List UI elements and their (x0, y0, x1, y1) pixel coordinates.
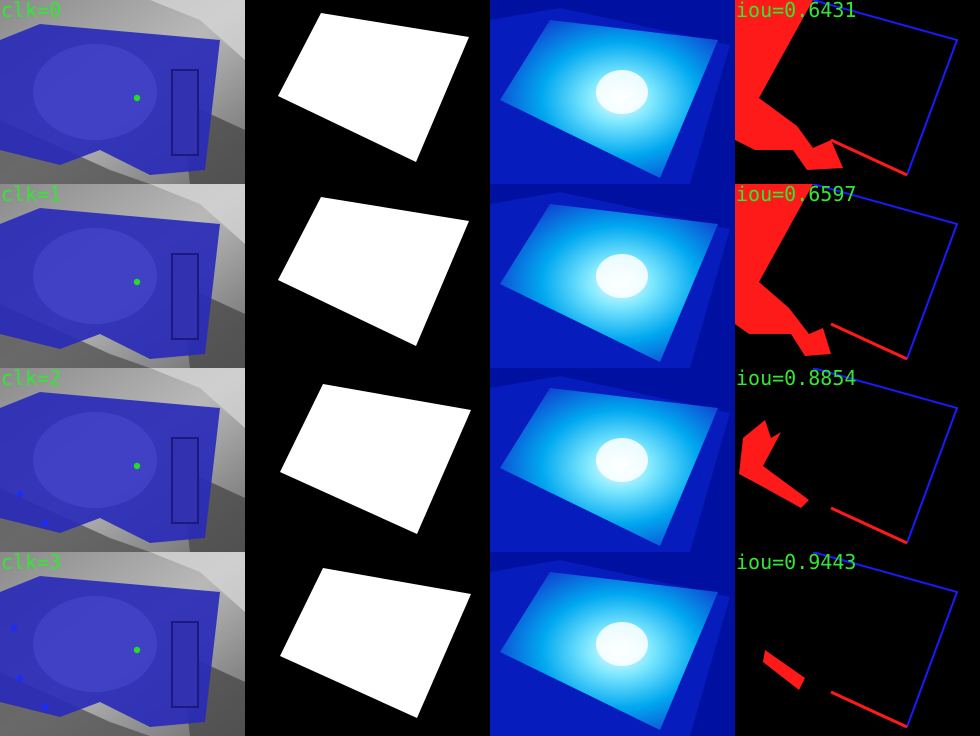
predicted-mask-image (278, 13, 469, 162)
positive-click-marker (133, 278, 141, 286)
predicted-mask-image (280, 568, 471, 718)
click-overlay-image (0, 0, 245, 184)
predicted-mask-image (280, 384, 471, 534)
probability-map-row-1 (490, 184, 735, 368)
probability-map-image (490, 368, 735, 552)
predicted-mask-row-3 (245, 552, 490, 736)
positive-click-marker (133, 94, 141, 102)
false-positive-edge (812, 0, 959, 176)
probability-map-image (490, 0, 735, 184)
probability-map-row-2 (490, 368, 735, 552)
positive-click-marker (133, 462, 141, 470)
negative-click-marker (17, 675, 23, 681)
error-map-row-3: iou=0.9443 (735, 552, 980, 736)
probability-map-image (490, 552, 735, 736)
error-map-image (735, 184, 980, 368)
click-overlay-row-1: clk=1 (0, 184, 245, 368)
false-positive-edge (812, 552, 959, 728)
negative-click-marker (42, 704, 48, 710)
error-map-row-0: iou=0.6431 (735, 0, 980, 184)
click-overlay-image (0, 368, 245, 552)
click-overlay-image (0, 184, 245, 368)
false-negative-region (739, 420, 809, 508)
iou-label: iou=0.6597 (736, 184, 857, 206)
negative-click-marker (11, 625, 17, 631)
click-overlay-row-0: clk=0 (0, 0, 245, 184)
iou-label: iou=0.9443 (736, 552, 857, 574)
click-overlay-image (0, 552, 245, 736)
error-map-image (735, 0, 980, 184)
false-negative-region (735, 0, 843, 170)
probability-map-row-0 (490, 0, 735, 184)
error-map-row-1: iou=0.6597 (735, 184, 980, 368)
false-positive-edge (812, 184, 959, 360)
mask-shape (278, 197, 469, 346)
error-map-image (735, 368, 980, 552)
click-count-label: clk=1 (1, 184, 62, 206)
click-count-label: clk=3 (1, 552, 62, 574)
mask-shape (278, 13, 469, 162)
negative-click-marker (17, 491, 23, 497)
positive-click-marker (133, 646, 141, 654)
predicted-mask-image (278, 197, 469, 346)
iou-label: iou=0.6431 (736, 0, 857, 22)
error-map-row-2: iou=0.8854 (735, 368, 980, 552)
predicted-mask-row-1 (245, 184, 490, 368)
false-negative-region (735, 184, 831, 356)
false-positive-edge (812, 368, 959, 544)
error-map-image (735, 552, 980, 736)
click-count-label: clk=2 (1, 368, 62, 390)
false-negative-region (763, 650, 805, 690)
mask-shape (280, 568, 471, 718)
probability-map-image (490, 184, 735, 368)
mask-shape (280, 384, 471, 534)
click-overlay-row-2: clk=2 (0, 368, 245, 552)
click-count-label: clk=0 (1, 0, 62, 22)
predicted-mask-row-0 (245, 0, 490, 184)
negative-click-marker (42, 520, 48, 526)
iou-label: iou=0.8854 (736, 368, 857, 390)
probability-map-row-3 (490, 552, 735, 736)
click-overlay-row-3: clk=3 (0, 552, 245, 736)
predicted-mask-row-2 (245, 368, 490, 552)
